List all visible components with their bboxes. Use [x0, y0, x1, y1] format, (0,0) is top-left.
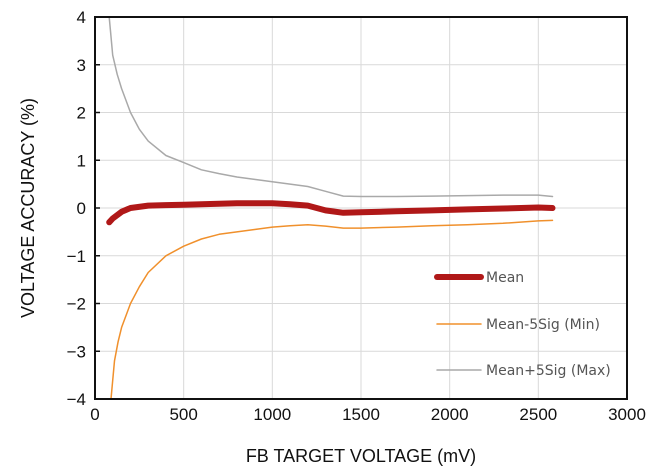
- y-tick-label: −4: [67, 390, 86, 409]
- legend-label: Mean-5Sig (Min): [486, 317, 600, 333]
- x-tick-label: 500: [169, 405, 197, 424]
- series-line-1: [109, 203, 552, 222]
- y-tick-label: 3: [77, 56, 86, 75]
- y-tick-label: −1: [67, 247, 86, 266]
- legend-label: Mean: [486, 270, 524, 286]
- series-line-3: [109, 17, 552, 197]
- tick-labels: 0 500 1000 1500 2000 2500 3000 4 3 2 1 0 −1 −2 −3 −4: [67, 8, 646, 424]
- y-tick-label: 1: [77, 151, 86, 170]
- y-axis-title: VOLTAGE ACCURACY (%): [18, 98, 38, 318]
- y-tick-label: 4: [77, 8, 86, 27]
- x-tick-label: 2500: [519, 405, 557, 424]
- x-tick-label: 1000: [253, 405, 291, 424]
- x-tick-label: 0: [90, 405, 99, 424]
- legend: Mean Mean-5Sig (Min) Mean+5Sig (Max): [437, 270, 611, 379]
- y-tick-label: −3: [67, 342, 86, 361]
- legend-label: Mean+5Sig (Max): [486, 363, 611, 379]
- y-tick-label: 2: [77, 104, 86, 123]
- y-tick-label: 0: [77, 199, 86, 218]
- x-tick-label: 1500: [342, 405, 380, 424]
- x-tick-label: 3000: [608, 405, 646, 424]
- x-tick-label: 2000: [431, 405, 469, 424]
- x-axis-title: FB TARGET VOLTAGE (mV): [246, 446, 476, 466]
- y-tick-label: −2: [67, 295, 86, 314]
